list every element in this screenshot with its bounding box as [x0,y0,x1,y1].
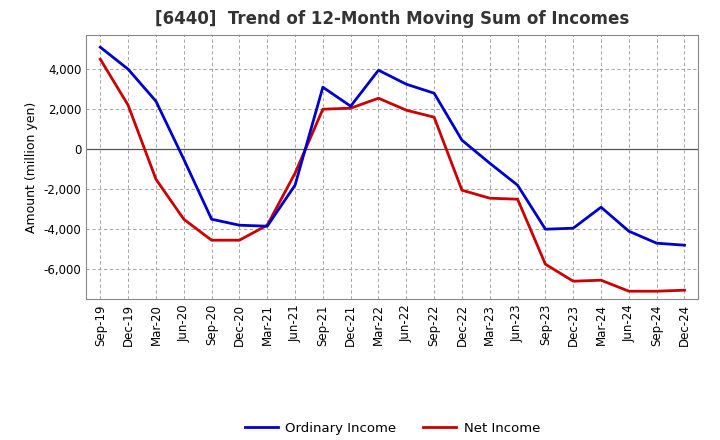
Line: Ordinary Income: Ordinary Income [100,47,685,245]
Ordinary Income [207,216,216,222]
Net Income [179,216,188,222]
Y-axis label: Amount (million yen): Amount (million yen) [25,102,38,233]
Legend: Ordinary Income, Net Income: Ordinary Income, Net Income [239,417,546,440]
Ordinary Income [485,161,494,166]
Net Income [152,176,161,182]
Ordinary Income [652,241,661,246]
Net Income [569,279,577,284]
Net Income [124,103,132,108]
Net Income [263,223,271,228]
Ordinary Income [152,99,161,104]
Ordinary Income [124,66,132,72]
Net Income [346,106,355,111]
Ordinary Income [318,84,327,90]
Net Income [374,95,383,101]
Ordinary Income [291,183,300,188]
Net Income [430,114,438,120]
Ordinary Income [458,138,467,143]
Line: Net Income: Net Income [100,59,685,291]
Ordinary Income [235,223,243,228]
Ordinary Income [569,226,577,231]
Net Income [652,289,661,294]
Title: [6440]  Trend of 12-Month Moving Sum of Incomes: [6440] Trend of 12-Month Moving Sum of I… [156,10,629,28]
Net Income [235,238,243,243]
Ordinary Income [513,183,522,188]
Ordinary Income [346,103,355,109]
Net Income [624,289,633,294]
Net Income [96,57,104,62]
Ordinary Income [263,224,271,229]
Ordinary Income [680,242,689,248]
Net Income [318,106,327,112]
Ordinary Income [374,68,383,73]
Net Income [207,238,216,243]
Ordinary Income [597,205,606,210]
Ordinary Income [402,81,410,87]
Net Income [597,278,606,283]
Net Income [291,171,300,176]
Net Income [458,187,467,193]
Ordinary Income [541,227,550,232]
Net Income [680,288,689,293]
Net Income [485,195,494,201]
Ordinary Income [430,91,438,96]
Net Income [541,261,550,267]
Ordinary Income [624,228,633,234]
Ordinary Income [96,44,104,50]
Net Income [402,107,410,113]
Ordinary Income [179,157,188,162]
Net Income [513,197,522,202]
